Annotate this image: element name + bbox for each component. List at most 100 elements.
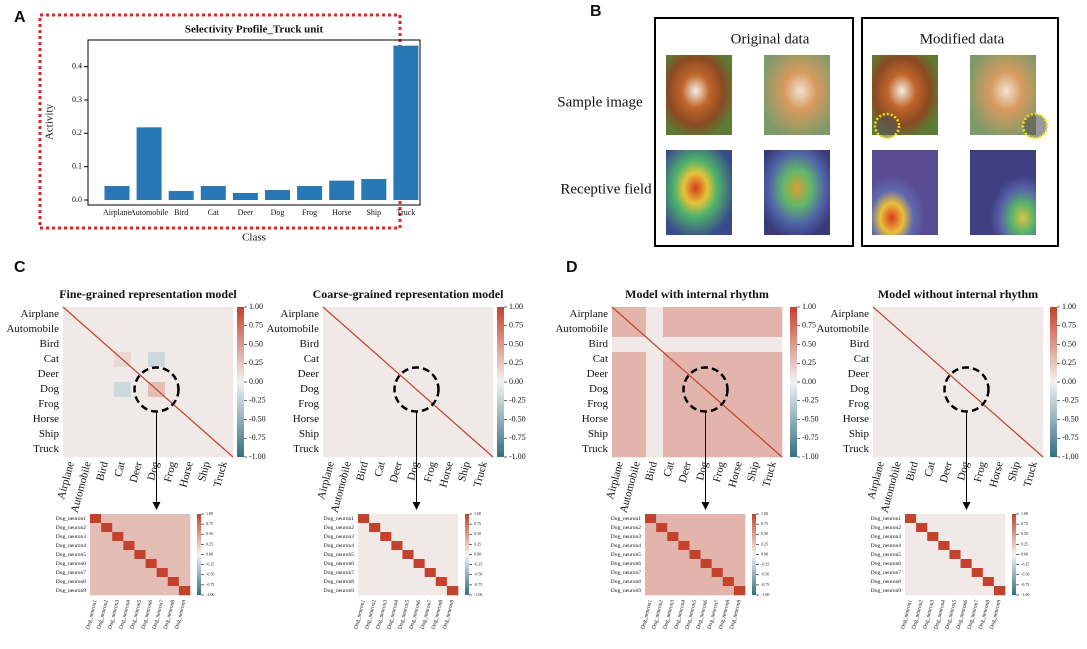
cell bbox=[629, 397, 647, 413]
panel-box bbox=[654, 17, 854, 247]
cell bbox=[424, 523, 437, 533]
cell bbox=[1026, 307, 1044, 323]
cell bbox=[156, 559, 169, 569]
cell bbox=[63, 367, 81, 383]
colorbar-tick-label: 0.50 bbox=[509, 339, 523, 348]
cell bbox=[178, 559, 191, 569]
cell bbox=[916, 568, 928, 578]
cell bbox=[391, 577, 403, 587]
cell bbox=[629, 307, 647, 323]
cell bbox=[357, 427, 375, 443]
cell bbox=[722, 523, 735, 533]
y-tick-label: Truck bbox=[33, 443, 59, 455]
cell bbox=[916, 532, 928, 542]
y-tick-label: 0.3 bbox=[72, 95, 82, 104]
colorbar-tick-label: 0.00 bbox=[509, 377, 523, 386]
y-tick-label: Airplane bbox=[570, 308, 609, 320]
cell bbox=[134, 559, 146, 569]
cell bbox=[697, 322, 715, 338]
cell bbox=[678, 550, 690, 560]
cell bbox=[369, 559, 381, 569]
colorbar bbox=[1012, 514, 1016, 595]
x-tick-label: Bird bbox=[354, 460, 371, 482]
cell bbox=[722, 514, 735, 524]
cell bbox=[1009, 352, 1027, 368]
cell bbox=[680, 307, 698, 323]
column-title: Modified data bbox=[920, 31, 1005, 47]
cell bbox=[646, 307, 664, 323]
colorbar-tick-label: -0.75 bbox=[1021, 582, 1029, 587]
cell bbox=[890, 352, 908, 368]
cell bbox=[645, 559, 657, 569]
cell bbox=[80, 442, 98, 458]
cell bbox=[873, 382, 891, 398]
cell bbox=[992, 307, 1010, 323]
cell bbox=[391, 523, 403, 533]
cell bbox=[958, 322, 976, 338]
cell bbox=[340, 367, 358, 383]
y-tick-label: Dog_neuron2 bbox=[324, 525, 354, 531]
cell bbox=[612, 412, 630, 428]
y-tick-label: Airplane bbox=[831, 308, 870, 320]
cell bbox=[748, 367, 766, 383]
cell bbox=[663, 442, 681, 458]
cell bbox=[711, 514, 724, 524]
cell bbox=[960, 523, 972, 533]
cell bbox=[1009, 382, 1027, 398]
colorbar-tick-label: -0.75 bbox=[761, 582, 769, 587]
cell bbox=[656, 550, 668, 560]
cell bbox=[80, 307, 98, 323]
cell bbox=[663, 367, 681, 383]
cell bbox=[982, 568, 995, 578]
cell bbox=[148, 307, 166, 323]
y-tick-label: Dog_neuron5 bbox=[871, 552, 901, 558]
cell bbox=[476, 427, 494, 443]
cell bbox=[689, 577, 701, 587]
image bbox=[666, 150, 732, 235]
cell bbox=[408, 367, 426, 383]
cell bbox=[101, 514, 113, 524]
cell bbox=[446, 550, 459, 560]
cell bbox=[612, 382, 630, 398]
cell bbox=[63, 427, 81, 443]
cell bbox=[656, 514, 668, 524]
cell bbox=[134, 514, 146, 524]
cell bbox=[960, 514, 972, 524]
cell bbox=[178, 577, 191, 587]
cell bbox=[612, 322, 630, 338]
cell bbox=[216, 367, 234, 383]
cell bbox=[63, 382, 81, 398]
cell bbox=[165, 337, 183, 353]
cell bbox=[97, 322, 115, 338]
colorbar bbox=[752, 514, 756, 595]
cell bbox=[131, 442, 149, 458]
cell bbox=[700, 523, 712, 533]
y-tick-label: Dog_neuron2 bbox=[611, 525, 641, 531]
cell bbox=[993, 577, 1006, 587]
colorbar-tick-label: -0.75 bbox=[249, 433, 266, 442]
cell bbox=[1026, 352, 1044, 368]
cell bbox=[425, 412, 443, 428]
cell bbox=[97, 382, 115, 398]
image bbox=[764, 55, 830, 135]
cell bbox=[678, 577, 690, 587]
y-tick-label: Dog_neuron4 bbox=[324, 543, 354, 549]
cell bbox=[101, 568, 113, 578]
y-tick-label: Horse bbox=[33, 413, 59, 425]
cell bbox=[446, 559, 459, 569]
cell bbox=[357, 397, 375, 413]
cell bbox=[982, 541, 995, 551]
cell bbox=[722, 586, 735, 596]
colorbar-tick-label: -0.25 bbox=[802, 396, 819, 405]
x-tick-label: Automobile bbox=[130, 208, 169, 217]
cell bbox=[424, 541, 437, 551]
cell bbox=[369, 586, 381, 596]
colorbar-tick-label: 0.75 bbox=[206, 521, 213, 526]
cell bbox=[369, 523, 381, 533]
diagonal bbox=[62, 306, 234, 458]
cell bbox=[689, 541, 701, 551]
x-tick-label: Dog_neuron9 bbox=[442, 599, 456, 630]
cell bbox=[391, 337, 409, 353]
x-tick-label: Deer bbox=[238, 208, 254, 217]
cell bbox=[941, 307, 959, 323]
